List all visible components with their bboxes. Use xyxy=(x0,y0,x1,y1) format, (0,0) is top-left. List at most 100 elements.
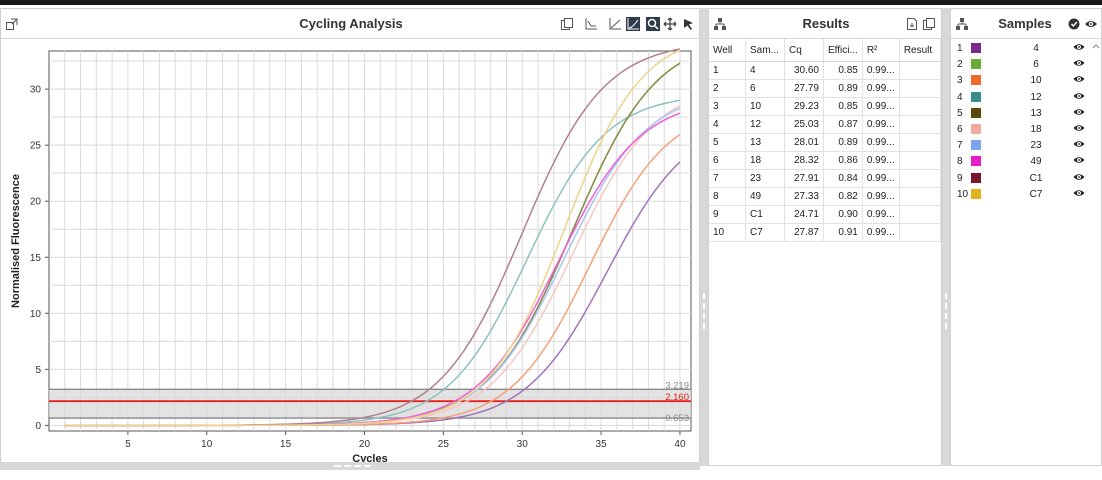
table-row[interactable]: 5 13 28.01 0.89 0.99... xyxy=(709,133,941,152)
log-scale-icon[interactable] xyxy=(626,17,640,31)
cell-result xyxy=(899,133,941,152)
sample-row[interactable]: 8 49 xyxy=(951,155,1091,168)
cell-r-squared: 0.99... xyxy=(862,187,900,206)
cell-well: 5 xyxy=(709,133,746,152)
cell-efficiency: 0.85 xyxy=(823,97,863,116)
visibility-eye-icon[interactable] xyxy=(1073,58,1085,72)
visibility-eye-icon[interactable] xyxy=(1073,107,1085,121)
sample-color-swatch[interactable] xyxy=(971,140,981,151)
expand-icon[interactable] xyxy=(5,17,19,31)
samples-panel-header: Samples xyxy=(951,9,1101,39)
visibility-eye-icon[interactable] xyxy=(1073,188,1085,202)
cell-well: 6 xyxy=(709,151,746,170)
sample-color-swatch[interactable] xyxy=(971,43,981,53)
copy-icon[interactable] xyxy=(560,17,574,31)
export-icon[interactable] xyxy=(905,17,919,31)
y-tick-label: 30 xyxy=(30,85,42,96)
column-header-result[interactable]: Result xyxy=(899,39,941,62)
results-header-row: Well Sam... Cq Effici... R² Result xyxy=(709,39,941,62)
check-all-icon[interactable] xyxy=(1067,17,1081,31)
splitter-chart-results[interactable] xyxy=(700,8,708,466)
cell-cq: 27.79 xyxy=(784,79,824,98)
cell-efficiency: 0.91 xyxy=(823,223,863,242)
column-header-cq[interactable]: Cq xyxy=(784,39,824,62)
sample-color-swatch[interactable] xyxy=(971,75,981,86)
top-border xyxy=(0,0,1102,5)
sample-color-swatch[interactable] xyxy=(971,124,981,134)
cell-cq: 25.03 xyxy=(784,115,824,134)
cell-r-squared: 0.99... xyxy=(862,133,900,152)
table-row[interactable]: 4 12 25.03 0.87 0.99... xyxy=(709,115,941,134)
sample-color-swatch[interactable] xyxy=(971,172,981,183)
cell-r-squared: 0.99... xyxy=(862,97,900,116)
copy-results-icon[interactable] xyxy=(922,17,936,31)
hierarchy-icon[interactable] xyxy=(713,17,727,31)
table-row[interactable]: 10 C7 27.87 0.91 0.99... xyxy=(709,223,941,242)
sample-color-swatch[interactable] xyxy=(971,91,981,102)
samples-panel-title: Samples xyxy=(998,16,1052,31)
cell-result xyxy=(899,169,941,188)
sample-name: C1 xyxy=(1029,172,1043,184)
cell-well: 1 xyxy=(709,61,746,80)
sample-name: 23 xyxy=(1030,140,1042,152)
sample-row[interactable]: 9 C1 xyxy=(951,172,1091,185)
sample-name: 18 xyxy=(1030,124,1042,135)
y-tick-label: 5 xyxy=(35,365,41,376)
sample-row[interactable]: 3 10 xyxy=(951,74,1091,87)
visibility-eye-icon[interactable] xyxy=(1073,42,1085,56)
column-header-efficiency[interactable]: Effici... xyxy=(823,39,863,62)
column-header-sample[interactable]: Sam... xyxy=(745,39,785,62)
visibility-eye-icon[interactable] xyxy=(1073,172,1085,186)
visibility-eye-icon[interactable] xyxy=(1073,123,1085,137)
pan-icon[interactable] xyxy=(663,17,677,31)
visibility-eye-icon[interactable] xyxy=(1073,139,1085,153)
cell-well: 10 xyxy=(709,223,746,242)
column-header-well[interactable]: Well xyxy=(709,39,746,62)
linear-scale-icon[interactable] xyxy=(608,17,622,31)
sample-row[interactable]: 5 13 xyxy=(951,107,1091,120)
baseline-icon[interactable] xyxy=(584,17,598,31)
column-header-r-squared[interactable]: R² xyxy=(862,39,900,62)
horizontal-splitter[interactable] xyxy=(0,462,700,470)
cell-result xyxy=(899,79,941,98)
threshold-band xyxy=(49,389,691,419)
sample-color-swatch[interactable] xyxy=(971,188,981,199)
visibility-eye-icon[interactable] xyxy=(1073,155,1085,169)
cell-efficiency: 0.85 xyxy=(823,61,863,80)
zoom-icon[interactable] xyxy=(646,17,660,31)
table-row[interactable]: 2 6 27.79 0.89 0.99... xyxy=(709,79,941,98)
visibility-eye-icon[interactable] xyxy=(1073,91,1085,105)
table-row[interactable]: 3 10 29.23 0.85 0.99... xyxy=(709,97,941,116)
sample-row[interactable]: 6 18 xyxy=(951,123,1091,136)
cell-result xyxy=(899,115,941,134)
table-row[interactable]: 6 18 28.32 0.86 0.99... xyxy=(709,151,941,170)
table-row[interactable]: 8 49 27.33 0.82 0.99... xyxy=(709,187,941,206)
table-row[interactable]: 9 C1 24.71 0.90 0.99... xyxy=(709,205,941,224)
cell-efficiency: 0.84 xyxy=(823,169,863,188)
cell-result xyxy=(899,97,941,116)
visibility-eye-icon[interactable] xyxy=(1073,74,1085,88)
vertical-scrollbar[interactable] xyxy=(1091,39,1101,465)
select-icon[interactable] xyxy=(681,17,695,31)
sample-color-swatch[interactable] xyxy=(971,107,981,118)
hierarchy-icon[interactable] xyxy=(955,17,969,31)
cell-sample: 10 xyxy=(745,97,785,116)
table-row[interactable]: 7 23 27.91 0.84 0.99... xyxy=(709,169,941,188)
x-tick-label: 40 xyxy=(674,439,686,450)
sample-color-swatch[interactable] xyxy=(971,156,981,167)
results-panel: Results Well Sam... Cq Effici... R² Resu… xyxy=(708,8,942,466)
sample-row[interactable]: 4 12 xyxy=(951,91,1091,104)
sample-color-swatch[interactable] xyxy=(971,59,981,70)
sample-name: C7 xyxy=(1029,188,1043,200)
sample-row[interactable]: 10 C7 xyxy=(951,188,1091,201)
visibility-all-icon[interactable] xyxy=(1084,17,1098,31)
table-row[interactable]: 1 4 30.60 0.85 0.99... xyxy=(709,61,941,80)
cell-r-squared: 0.99... xyxy=(862,61,900,80)
sample-row[interactable]: 7 23 xyxy=(951,139,1091,152)
cell-cq: 30.60 xyxy=(784,61,824,80)
splitter-results-samples[interactable] xyxy=(942,8,950,466)
cell-efficiency: 0.89 xyxy=(823,79,863,98)
